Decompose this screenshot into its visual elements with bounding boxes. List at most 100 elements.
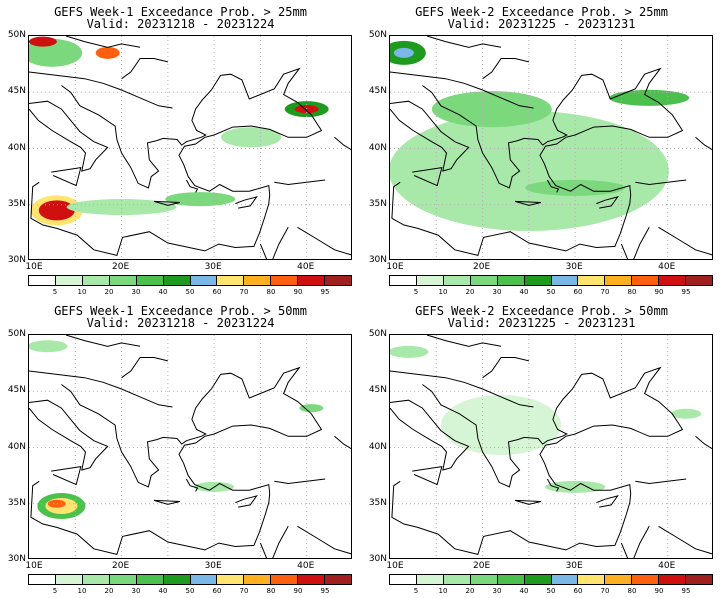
coastline <box>29 100 109 172</box>
coastline <box>51 465 82 486</box>
colorbar <box>28 574 352 585</box>
longitude-label: 30E <box>565 262 583 272</box>
coastline <box>259 526 289 558</box>
colorbar-swatch <box>578 575 606 584</box>
latitude-label: 35N <box>7 198 26 209</box>
latitude-label: 30N <box>368 255 387 265</box>
colorbar-label: 80 <box>627 288 637 296</box>
panel-valid-dates: Valid: 20231225 - 20231231 <box>447 17 636 31</box>
colorbar-label: 60 <box>212 288 222 296</box>
coastline <box>29 370 173 408</box>
panel-week1-25mm: GEFS Week-1 Exceedance Prob. > 25mm Vali… <box>0 0 361 299</box>
colorbar-label: 40 <box>158 288 168 296</box>
coastline <box>274 179 326 186</box>
latitude-label: 30N <box>7 255 26 265</box>
coastline <box>297 226 351 256</box>
probability-area <box>390 345 429 358</box>
colorbar-label: 95 <box>681 288 691 296</box>
colorbar-swatch <box>136 276 164 285</box>
probability-map <box>389 334 713 559</box>
coastline <box>546 179 560 193</box>
coastline <box>514 200 542 206</box>
coastline <box>29 399 109 471</box>
coastline <box>235 495 258 508</box>
colorbar-swatch <box>390 575 417 584</box>
probability-area <box>221 127 282 148</box>
colorbar-label: 30 <box>131 288 141 296</box>
colorbar-label: 95 <box>320 288 330 296</box>
colorbar-label: 5 <box>413 288 419 296</box>
probability-map <box>389 35 713 260</box>
coastline <box>334 136 351 151</box>
coastline <box>185 179 199 193</box>
colorbar-label: 5 <box>52 288 58 296</box>
longitude-label: 20E <box>111 262 130 272</box>
coastline <box>635 478 687 485</box>
colorbar-label: 20 <box>104 288 114 296</box>
coastline <box>658 226 712 256</box>
colorbar-label: 5 <box>413 587 419 595</box>
colorbar-swatch <box>298 276 326 285</box>
latitude-label: 40N <box>368 142 387 153</box>
colorbar <box>28 275 352 286</box>
panel-valid-dates: Valid: 20231225 - 20231231 <box>447 316 636 330</box>
colorbar-swatch <box>605 575 633 584</box>
colorbar-label: 90 <box>654 288 664 296</box>
colorbar-swatch <box>244 276 272 285</box>
panel-title: GEFS Week-2 Exceedance Prob. > 25mm <box>415 5 668 19</box>
colorbar-swatch <box>325 276 352 285</box>
colorbar-swatch <box>443 575 471 584</box>
latitude-label: 30N <box>7 554 26 564</box>
coastline <box>121 357 169 379</box>
colorbar-label: 10 <box>77 587 87 595</box>
latitude-label: 45N <box>368 86 387 97</box>
map-canvas <box>390 36 712 259</box>
colorbar-label: 20 <box>465 587 475 595</box>
probability-area <box>47 499 66 508</box>
map-canvas <box>29 335 351 558</box>
coastline <box>297 525 351 555</box>
probability-area <box>671 408 702 419</box>
coastline <box>65 36 141 48</box>
panel-title: GEFS Week-2 Exceedance Prob. > 50mm <box>415 304 668 318</box>
colorbar-label: 70 <box>239 587 249 595</box>
coastline <box>153 200 181 206</box>
colorbar-swatch <box>55 276 83 285</box>
colorbar-label: 30 <box>131 587 141 595</box>
longitude-label: 40E <box>297 262 315 272</box>
probability-area <box>38 200 75 221</box>
colorbar-swatch <box>632 276 660 285</box>
colorbar-swatch <box>190 575 218 584</box>
coastline <box>274 478 326 485</box>
colorbar-swatch <box>470 276 498 285</box>
colorbar-swatch <box>686 276 713 285</box>
coastline <box>153 499 181 505</box>
coastline <box>185 478 199 492</box>
coastline <box>391 67 684 256</box>
coastline <box>695 136 712 151</box>
latitude-label: 35N <box>7 497 26 508</box>
colorbar-swatch <box>109 276 137 285</box>
colorbar-swatch <box>524 575 552 584</box>
coastline <box>620 526 650 558</box>
probability-area <box>431 91 552 128</box>
colorbar-label: 90 <box>654 587 664 595</box>
colorbar-label: 50 <box>185 587 195 595</box>
latitude-label: 40N <box>7 142 26 153</box>
coastline <box>51 166 82 187</box>
colorbar-swatch <box>244 575 272 584</box>
colorbar-swatch <box>443 276 471 285</box>
probability-area <box>299 404 324 413</box>
longitude-label: 20E <box>111 561 130 571</box>
colorbar-swatch <box>163 575 191 584</box>
probability-area <box>294 105 319 114</box>
colorbar-swatch <box>686 575 713 584</box>
colorbar-label: 50 <box>546 288 556 296</box>
latitude-label: 45N <box>7 385 26 396</box>
colorbar-label: 60 <box>573 288 583 296</box>
coastline <box>658 525 712 555</box>
colorbar-label: 70 <box>600 587 610 595</box>
longitude-label: 40E <box>658 561 676 571</box>
colorbar-label: 90 <box>293 587 303 595</box>
probability-area <box>29 36 57 47</box>
